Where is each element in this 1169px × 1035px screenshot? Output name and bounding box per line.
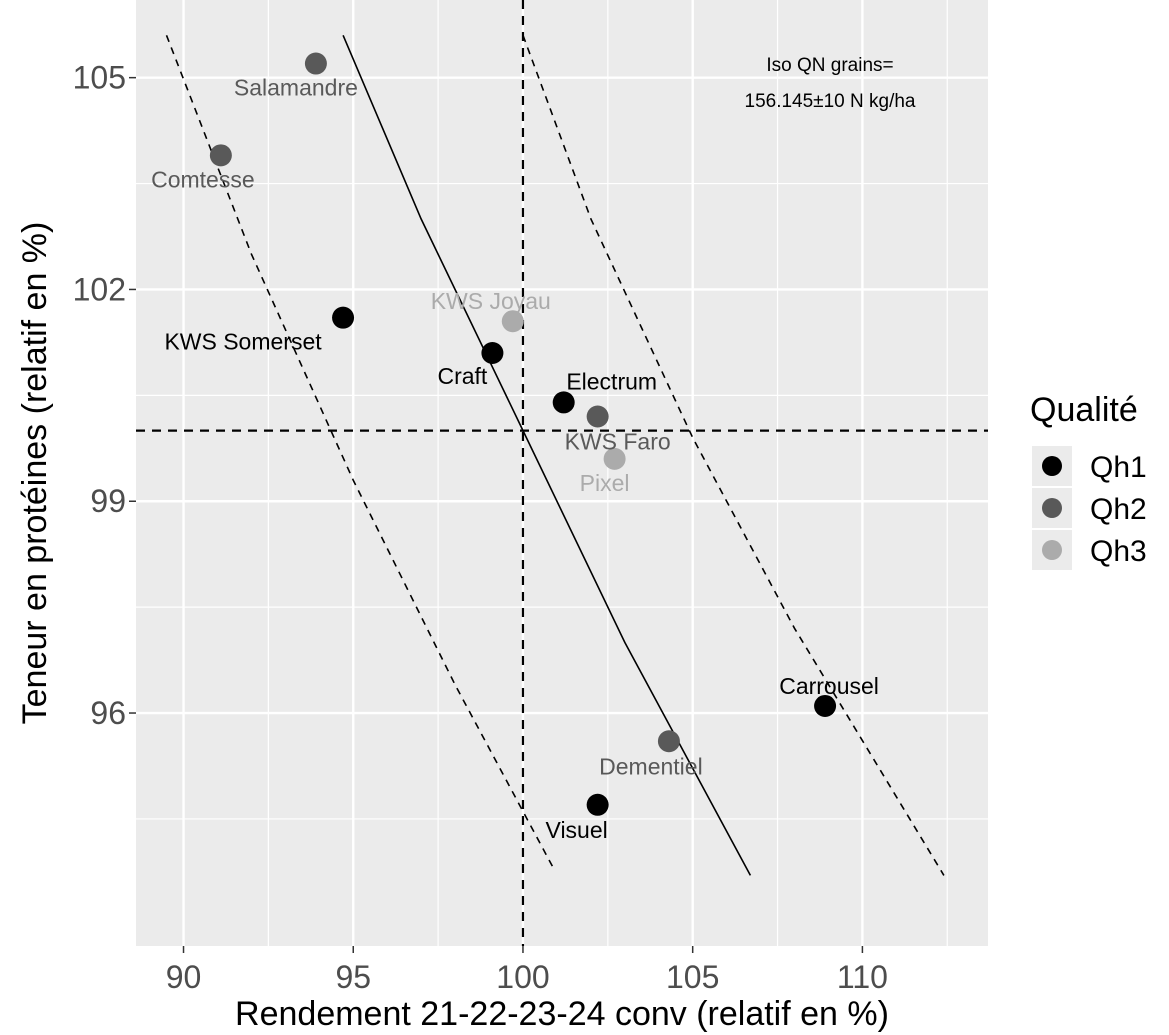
point-pixel [603,447,626,470]
legend-label-qh3: Qh3 [1090,535,1147,568]
point-label-kws-somerset: KWS Somerset [164,329,322,355]
legend-label-qh1: Qh1 [1090,451,1147,484]
y-tick-label: 102 [73,271,126,307]
point-label-pixel: Pixel [580,470,630,496]
reference-lines [136,0,988,946]
point-dementiel [657,730,680,753]
x-tick-label: 110 [837,959,888,995]
data-points [209,52,837,816]
point-carrousel [814,694,837,717]
legend: Qualité Qh1 Qh2 Qh3 [1030,391,1147,570]
legend-key-qh3 [1042,540,1062,560]
point-label-dementiel: Dementiel [599,753,703,779]
legend-title: Qualité [1030,391,1138,429]
point-comtesse [209,144,232,167]
x-tick-label: 95 [335,959,371,995]
x-tick-label: 100 [496,959,549,995]
y-tick-label: 99 [90,483,126,519]
point-labels: Salamandre Comtesse KWS Somerset KWS Joyau C… [151,75,879,843]
y-axis-title: Teneur en protéines (relatif en %) [16,222,54,725]
point-label-carrousel: Carrousel [779,673,879,699]
point-kws-somerset [332,306,355,329]
y-tick-label: 105 [73,60,126,96]
x-tick-label: 90 [166,959,202,995]
iso-curve-dashed [165,35,555,869]
point-visuel [586,793,609,816]
point-craft [481,341,504,364]
point-label-salamandre: Salamandre [234,75,358,101]
legend-key-qh2 [1042,498,1062,518]
annotation-line-2: 156.145±10 N kg/ha [745,91,916,112]
point-electrum [552,391,575,414]
point-salamandre [304,52,327,75]
iso-curves [165,34,945,876]
point-label-craft: Craft [437,363,487,389]
legend-label-qh2: Qh2 [1090,493,1147,526]
y-axis-ticks: 96 99 102 105 [73,60,136,731]
panel-background [136,0,988,946]
iso-curve-solid [342,34,752,876]
point-label-kws-faro: KWS Faro [565,429,671,455]
point-label-comtesse: Comtesse [151,166,255,192]
iso-curve-dashed [522,35,945,876]
major-gridlines [136,0,988,946]
minor-gridlines [136,0,988,946]
x-tick-label: 105 [666,959,719,995]
legend-key-qh1 [1042,456,1062,476]
point-label-visuel: Visuel [546,817,608,843]
annotation-line-1: Iso QN grains= [766,55,893,76]
point-label-kws-joyau: KWS Joyau [431,288,551,314]
x-axis-title: Rendement 21-22-23-24 conv (relatif en %… [235,995,889,1033]
point-kws-faro [586,405,609,428]
x-axis-ticks: 90 95 100 105 110 [166,946,888,995]
point-label-electrum: Electrum [566,368,657,394]
point-kws-joyau [501,310,524,333]
y-tick-label: 96 [90,695,126,731]
